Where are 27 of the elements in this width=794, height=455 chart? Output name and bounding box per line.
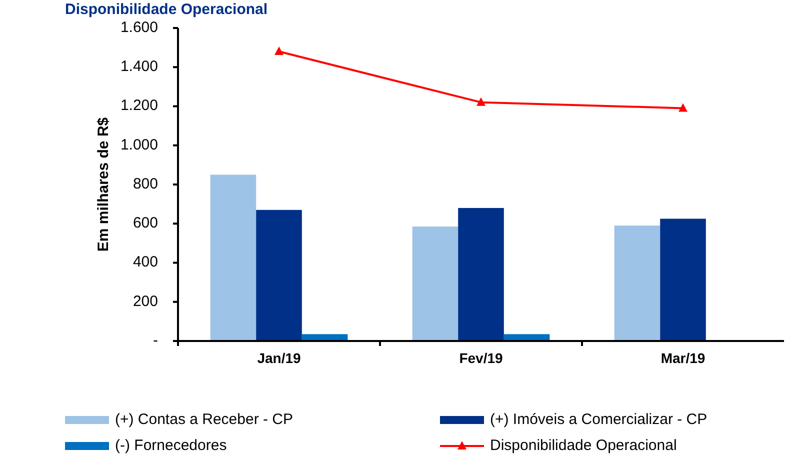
y-tick-label: 800: [132, 175, 158, 192]
y-axis-title: Em milhares de R$: [95, 116, 112, 252]
point: [678, 103, 688, 112]
y-tick-label: 600: [132, 214, 158, 232]
chart-title: Disponibilidade Operacional: [65, 0, 268, 18]
bar: [614, 226, 660, 341]
bar: [660, 218, 706, 341]
y-tick-label: 200: [132, 292, 158, 310]
y-tick-label: 1.400: [120, 58, 158, 76]
y-tick-label: -: [153, 332, 158, 349]
y-tick-label: 1.200: [120, 97, 158, 114]
bar: [256, 210, 302, 341]
bar: [210, 174, 256, 341]
legend-label: (+) Imóveis a Comercializar - CP: [490, 410, 708, 428]
x-tick-label: Fev/19: [459, 350, 504, 366]
point: [274, 46, 284, 55]
legend-label: (+) Contas a Receber - CP: [115, 410, 293, 428]
point: [476, 97, 486, 106]
y-tick-label: 400: [132, 254, 158, 271]
bar: [412, 226, 458, 341]
y-tick-label: 1.000: [120, 136, 158, 154]
x-tick-label: Mar/19: [660, 350, 706, 366]
x-tick-label: Jan/19: [257, 350, 302, 366]
bar: [458, 208, 504, 341]
legend-label: Disponibilidade Operacional: [490, 436, 677, 454]
y-tick-label: 1.600: [120, 18, 158, 36]
legend-label: (-) Fornecedores: [115, 436, 227, 454]
